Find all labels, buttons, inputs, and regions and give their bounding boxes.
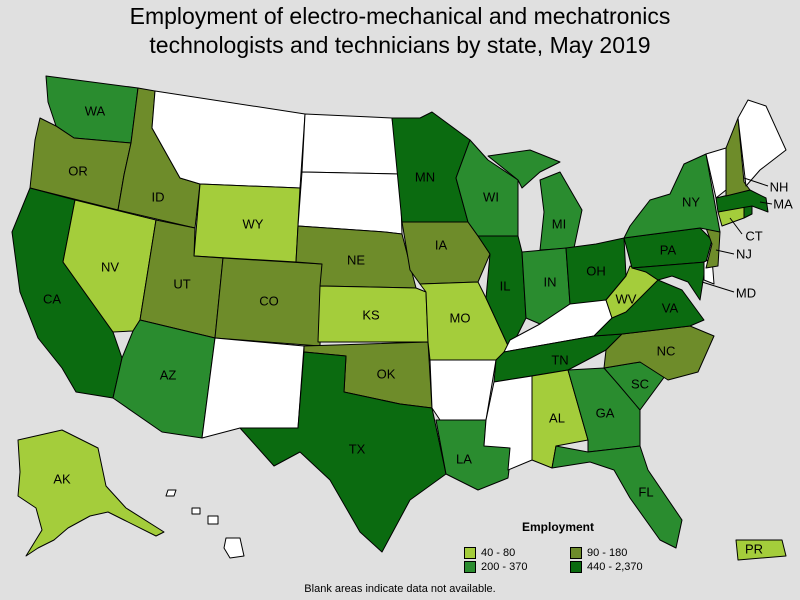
label-NY: NY [682, 194, 700, 209]
label-WY: WY [243, 216, 264, 231]
legend-swatch [570, 561, 582, 573]
label-TN: TN [551, 352, 568, 367]
label-TX: TX [349, 441, 366, 456]
label-MI: MI [552, 216, 566, 231]
legend-title: Employment [522, 520, 595, 534]
leader-ct [729, 217, 743, 235]
label-NH: NH [770, 179, 789, 194]
label-IL: IL [500, 278, 511, 293]
state-ME[interactable] [737, 99, 787, 187]
state-AR[interactable] [429, 359, 497, 421]
state-AK[interactable] [17, 429, 165, 557]
legend-swatch [464, 547, 476, 559]
label-WI: WI [483, 189, 499, 204]
label-OK: OK [377, 366, 396, 381]
state-IL[interactable] [477, 235, 527, 351]
label-CA: CA [43, 291, 61, 306]
state-HI[interactable] [165, 489, 245, 559]
map-title: Employment of electro-mechanical and mec… [0, 2, 800, 60]
leader-nh [743, 177, 769, 187]
legend-item: 200 - 370 [464, 560, 527, 574]
label-PR: PR [745, 541, 763, 556]
label-NJ: NJ [736, 246, 752, 261]
label-OH: OH [586, 263, 606, 278]
label-WV: WV [616, 291, 637, 306]
label-LA: LA [456, 451, 472, 466]
label-WA: WA [85, 103, 106, 118]
state-FL[interactable] [551, 445, 683, 549]
label-NV: NV [101, 259, 119, 274]
label-CO: CO [259, 293, 279, 308]
label-MD: MD [736, 285, 756, 300]
state-NY[interactable] [623, 153, 721, 239]
leader-md [701, 281, 735, 293]
legend-item: 90 - 180 [570, 546, 627, 560]
label-MO: MO [450, 310, 471, 325]
label-AK: AK [53, 471, 71, 486]
title-line-2: technologists and technicians by state, … [149, 32, 651, 58]
legend-label: 90 - 180 [587, 547, 628, 559]
legend-item: 440 - 2,370 [570, 560, 643, 574]
data-note: Blank areas indicate data not available. [304, 583, 496, 595]
label-CT: CT [745, 228, 762, 243]
label-NE: NE [347, 252, 365, 267]
label-FL: FL [638, 484, 653, 499]
legend-swatch [570, 547, 582, 559]
label-KS: KS [362, 307, 380, 322]
label-GA: GA [596, 405, 615, 420]
label-AZ: AZ [160, 367, 177, 382]
label-NC: NC [657, 343, 676, 358]
state-PR[interactable] [735, 539, 787, 561]
legend-label: 40 - 80 [481, 547, 516, 559]
leader-ma [759, 201, 773, 205]
state-RI[interactable] [743, 205, 753, 219]
state-NH[interactable] [725, 117, 751, 197]
label-UT: UT [173, 276, 190, 291]
label-IN: IN [544, 274, 557, 289]
label-MA: MA [773, 196, 793, 211]
legend-swatch [464, 561, 476, 573]
label-OR: OR [68, 163, 88, 178]
label-VA: VA [662, 300, 679, 315]
legend-item: 40 - 80 [464, 546, 515, 560]
label-IA: IA [435, 237, 448, 252]
title-line-1: Employment of electro-mechanical and mec… [129, 3, 671, 29]
label-SC: SC [631, 376, 649, 391]
label-MN: MN [415, 169, 435, 184]
state-NM[interactable] [201, 337, 305, 439]
legend-label: 440 - 2,370 [587, 561, 643, 573]
label-ID: ID [152, 189, 165, 204]
leader-nj [715, 249, 735, 255]
label-AL: AL [549, 410, 565, 425]
state-SD[interactable] [297, 171, 403, 235]
legend-label: 200 - 370 [481, 561, 528, 573]
state-MN[interactable] [391, 111, 471, 223]
state-TX[interactable] [239, 351, 447, 553]
label-PA: PA [660, 242, 677, 257]
state-WI[interactable] [455, 139, 519, 237]
state-ND[interactable] [301, 113, 401, 175]
legend: Employment 40 - 80 90 - 180 200 - 370 44… [460, 520, 690, 576]
